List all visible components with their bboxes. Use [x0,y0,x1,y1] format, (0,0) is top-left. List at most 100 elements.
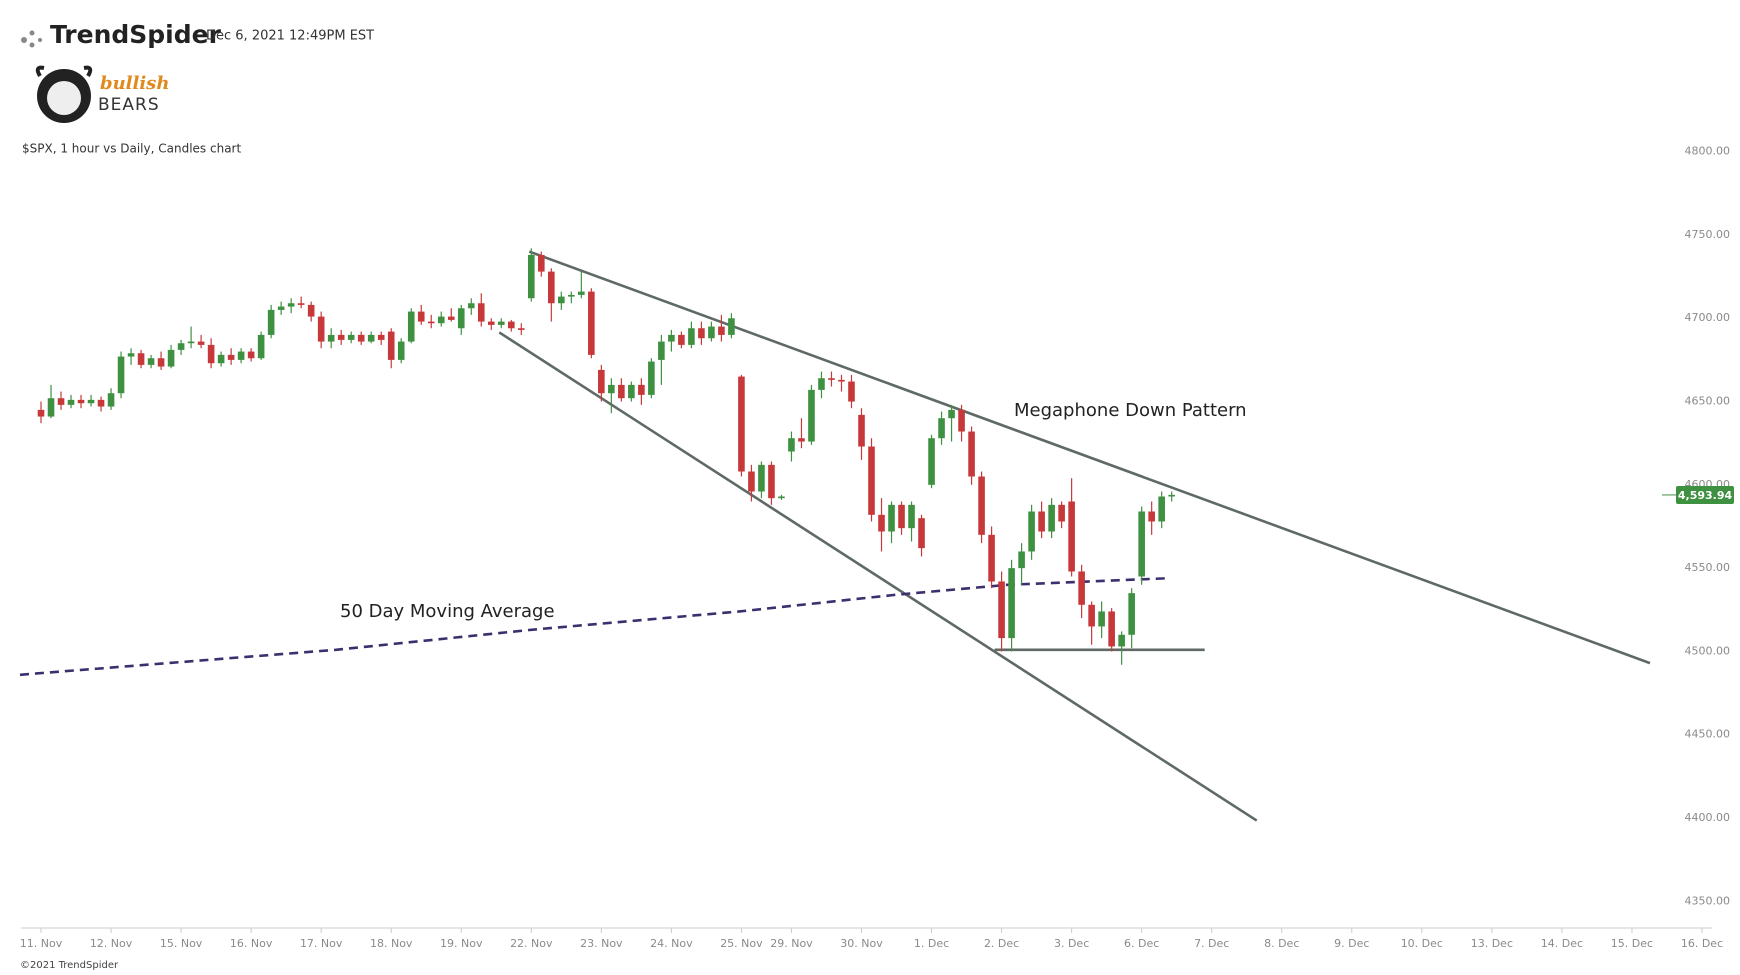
logo [35,65,93,123]
candle-body [668,334,675,342]
candle-body [968,431,975,477]
candle-body [1008,568,1015,639]
candle-body [628,384,635,399]
candle-body [608,384,615,394]
candle-body [1108,611,1115,647]
candle-body [558,296,565,304]
candle-body [87,399,95,404]
candle-body [1028,511,1035,552]
candle-body [1098,611,1105,627]
candle-body [227,354,235,360]
subtitle: $SPX, 1 hour vs Daily, Candles chart [22,142,241,156]
ma-label: 50 Day Moving Average [340,601,555,622]
candle-body [698,328,705,339]
candle-body [1138,511,1145,577]
candle-body [157,358,165,367]
y-tick-label: 4400.00 [1685,811,1731,824]
candle-body [47,398,55,417]
candle-body [1078,571,1085,605]
candle-body [988,534,995,582]
x-tick-label: 8. Dec [1264,937,1299,950]
candle-body [1148,511,1155,522]
candle-body [267,309,275,335]
candle-body [748,471,755,492]
candle-body [497,321,505,325]
y-tick-label: 4500.00 [1685,644,1731,657]
candle-body [638,384,645,395]
candle-body [447,316,455,320]
y-tick-label: 4350.00 [1685,894,1731,907]
logo-text: BEARS [98,95,160,115]
candle-body [878,514,885,532]
candle-body [397,341,405,360]
candle-body [758,464,765,492]
candle-body [197,341,205,345]
candle-body [828,378,835,380]
candle-body [297,303,305,305]
x-tick-label: 15. Nov [160,937,203,950]
candle-body [187,341,195,344]
candle-body [337,334,345,340]
candle-body [127,353,135,357]
x-tick-label: 1. Dec [914,937,949,950]
candle-body [538,254,545,272]
candle-body [77,399,85,404]
candle-body [888,504,895,532]
x-tick-label: 6. Dec [1124,937,1159,950]
candle-body [37,409,45,417]
y-tick-label: 4450.00 [1685,728,1731,741]
x-tick-label: 10. Dec [1401,937,1443,950]
candle-body [898,504,905,529]
candle-body [808,389,815,442]
candle-body [708,326,715,339]
candle-body [958,409,965,432]
x-tick-label: 16. Dec [1681,937,1723,950]
candle-body [167,349,175,367]
candle-body [678,334,685,345]
x-tick-label: 13. Dec [1471,937,1513,950]
candle-body [237,351,245,360]
candle-body [1088,604,1095,627]
candle-body [838,379,845,382]
candle-body [417,311,425,322]
candle-body [1118,634,1125,647]
candle-body [177,343,185,350]
candle-body [217,354,225,364]
logo-text: bullish [100,73,169,94]
candle-body [818,378,825,390]
candle-body [1058,504,1065,522]
candle-body [688,328,695,345]
candle-body [1018,551,1025,569]
x-tick-label: 7. Dec [1194,937,1229,950]
trendline [498,331,1258,822]
x-tick-label: 3. Dec [1054,937,1089,950]
candle-body [107,393,115,407]
candle-body [1038,511,1045,532]
candle-body [467,303,475,309]
x-tick-label: 12. Nov [90,937,133,950]
trendline [528,250,1651,665]
timestamp: Dec 6, 2021 12:49PM EST [206,29,374,44]
candle-body [868,446,875,515]
candle-body [658,341,665,360]
candle-body [788,438,795,452]
candle-body [718,326,725,335]
candle-body [327,334,335,342]
candle-body [367,334,375,342]
candle-body [1068,501,1075,572]
x-tick-label: 29. Nov [770,937,813,950]
candle-body [67,399,75,405]
candle-body [57,398,65,405]
candle-body [528,254,535,299]
candle-body [928,438,935,485]
candle-body [507,321,515,329]
candle-body [918,518,925,549]
x-tick-label: 14. Dec [1541,937,1583,950]
candle-body [477,303,485,322]
y-tick-label: 4700.00 [1685,311,1731,324]
candle-body [117,356,125,394]
candle-body [728,318,735,335]
x-tick-label: 24. Nov [650,937,693,950]
candle-body [1048,504,1055,532]
x-tick-label: 19. Nov [440,937,483,950]
